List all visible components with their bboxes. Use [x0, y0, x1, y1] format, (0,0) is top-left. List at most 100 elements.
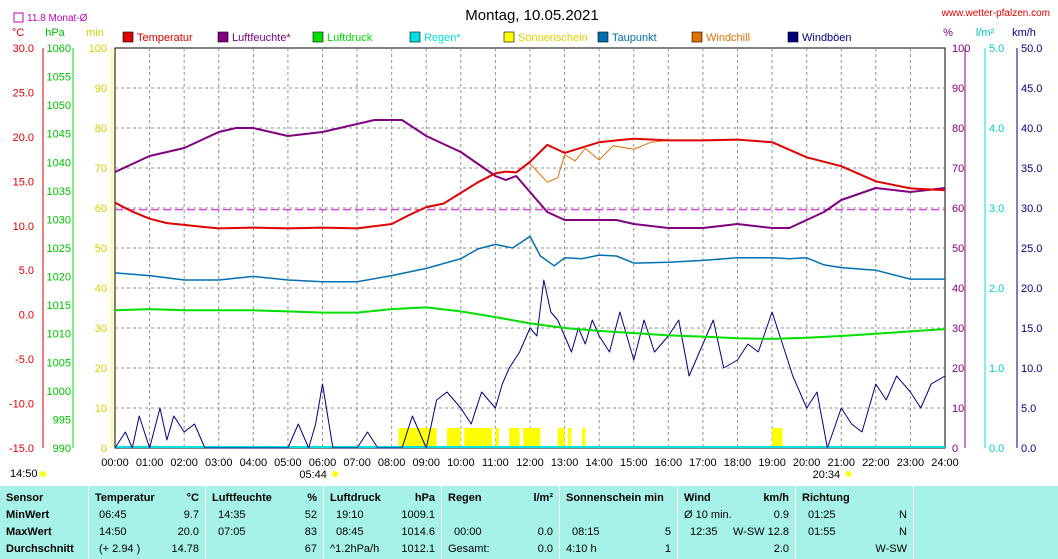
tick-label-hpa: 990 [53, 443, 71, 455]
tick-label-lm2: 0.0 [989, 443, 1004, 455]
sun-total-label: 4:10 h [566, 543, 597, 555]
x-tick-label: 09:00 [412, 457, 440, 469]
legend-label: Temperatur [137, 32, 193, 44]
wind-avg-value: 2.0 [773, 543, 789, 555]
series-line-windben [114, 279, 946, 449]
x-tick-label: 23:00 [897, 457, 925, 469]
tick-label-hpa: 1025 [47, 243, 71, 255]
tick-label-hpa: 1010 [47, 329, 71, 341]
tick-label-kmh: 45.0 [1021, 83, 1042, 95]
tick-label-kmh: 5.0 [1021, 403, 1036, 415]
tick-label-pct: 80 [952, 123, 964, 135]
legend-swatch [691, 31, 703, 43]
site-url: www.wetter-pfalzen.com [941, 8, 1050, 19]
x-tick-label: 13:00 [551, 457, 579, 469]
tick-label-kmh: 40.0 [1021, 123, 1042, 135]
tick-label-pct: 60 [952, 203, 964, 215]
tick-label-lm2: 1.0 [989, 363, 1004, 375]
stats-col-humidity: Luftfeuchte% 14:35 52 07:05 83 67 [206, 486, 324, 559]
row-label-max: MaxWert [6, 526, 52, 538]
x-tick-label: 21:00 [827, 457, 855, 469]
stats-col-temperature: Temperatur °C 06:45 9.7 14:50 20.0 (+ 2.94 … [89, 486, 206, 559]
chart-title: Montag, 10.05.2021 [465, 7, 598, 24]
legend-label: Luftfeuchte* [232, 32, 291, 44]
unit-label-lm2: l/m² [976, 27, 995, 39]
hum-min-time: 14:35 [218, 509, 246, 521]
wind-max-time: 12:35 [690, 526, 718, 538]
stats-header-sunshine: Sonnenschein min [566, 492, 664, 504]
unit-label-temp: °C [12, 27, 24, 39]
tick-label-temp: -10.0 [9, 399, 34, 411]
hum-min-value: 52 [304, 509, 317, 521]
x-tick-label: 17:00 [689, 457, 717, 469]
press-min-value: 1009.1 [401, 509, 435, 521]
unit-wind: km/h [763, 492, 789, 504]
sunshine-bar [447, 428, 461, 448]
x-tick-label: 04:00 [240, 457, 268, 469]
stats-header-pressure: Luftdruck [330, 492, 381, 504]
tick-label-hpa: 1015 [47, 300, 71, 312]
temp-trend: (+ 2.94 ) [99, 543, 141, 555]
tick-label-temp: 10.0 [13, 221, 34, 233]
unit-temperature: °C [186, 492, 199, 504]
tick-label-temp: -15.0 [9, 443, 34, 455]
unit-label-min: min [86, 27, 104, 39]
x-tick-label: 15:00 [620, 457, 648, 469]
tick-label-min: 80 [95, 123, 107, 135]
x-tick-label: 12:00 [516, 457, 544, 469]
tick-label-hpa: 1005 [47, 357, 71, 369]
series-line-luftdruck [114, 306, 946, 340]
stats-col-pressure: Luftdruck hPa 19:10 1009.1 08:45 1014.6 ^1.… [324, 486, 442, 559]
legend-swatch [597, 31, 609, 43]
x-tick-label: 00:00 [101, 457, 129, 469]
stats-header-rain: Regen [448, 492, 482, 504]
tick-label-pct: 20 [952, 363, 964, 375]
hum-max-time: 07:05 [218, 526, 246, 538]
press-min-time: 19:10 [336, 509, 364, 521]
dir-max-value: N [899, 526, 907, 538]
tick-label-pct: 50 [952, 243, 964, 255]
hum-max-value: 83 [304, 526, 317, 538]
legend-swatch [409, 31, 421, 43]
rain-max-value: 0.0 [537, 526, 553, 538]
tick-label-temp: 5.0 [19, 265, 34, 277]
tick-label-hpa: 1055 [47, 72, 71, 84]
sunshine-bar [464, 428, 479, 448]
legend-swatch [312, 31, 324, 43]
x-tick-label: 24:00 [931, 457, 959, 469]
stats-col-sunshine: Sonnenschein min 08:15 5 4:10 h 1 [560, 486, 678, 559]
month-avg-label: 11.8 Monat-Ø [27, 13, 88, 24]
sunshine-bar [495, 428, 499, 448]
temp-avg-value: 14.78 [171, 543, 199, 555]
tick-label-hpa: 1030 [47, 214, 71, 226]
press-avg-value: 1012.1 [401, 543, 435, 555]
hum-avg-value: 67 [304, 543, 317, 555]
tick-label-pct: 70 [952, 163, 964, 175]
tick-label-min: 10 [95, 403, 107, 415]
tick-label-min: 70 [95, 163, 107, 175]
press-trend: ^1.2hPa/h [330, 543, 380, 555]
sunshine-bar [509, 428, 520, 448]
x-tick-label: 14:00 [585, 457, 613, 469]
tick-label-hpa: 1035 [47, 186, 71, 198]
dir-avg-value: W-SW [875, 543, 907, 555]
sun-avg-value: 1 [664, 543, 671, 555]
tick-label-lm2: 2.0 [989, 283, 1004, 295]
temp-max-value: 20.0 [177, 526, 199, 538]
month-avg-marker [13, 12, 24, 23]
rain-max-time: 00:00 [454, 526, 482, 538]
unit-rain: l/m² [533, 492, 553, 504]
sunshine-bar [523, 428, 541, 448]
tick-label-min: 90 [95, 83, 107, 95]
rain-total-value: 0.0 [537, 543, 553, 555]
sun-max-value: 5 [664, 526, 671, 538]
tick-label-min: 30 [95, 323, 107, 335]
time-start-label: 14:50 [10, 468, 38, 480]
weather-chart: 00:00 01:00 02:00 03:00 04:00 05:00 06:00 07:00… [8, 7, 1050, 481]
tick-label-lm2: 3.0 [989, 203, 1004, 215]
sunshine-bar [568, 428, 572, 448]
unit-label-hpa: hPa [45, 27, 65, 39]
stats-col-sensor: Sensor MinWert MaxWert Durchschnitt [0, 486, 89, 559]
dir-min-value: N [899, 509, 907, 521]
tick-label-kmh: 25.0 [1021, 243, 1042, 255]
